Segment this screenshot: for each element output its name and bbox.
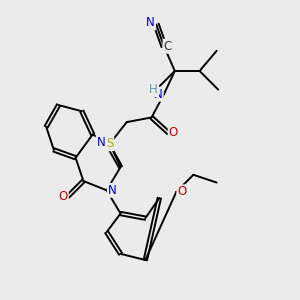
Text: H: H	[149, 83, 158, 96]
Text: O: O	[169, 127, 178, 140]
Text: N: N	[154, 88, 163, 101]
Text: C: C	[164, 40, 172, 53]
Text: N: N	[97, 136, 105, 149]
Text: O: O	[177, 185, 187, 198]
Text: N: N	[146, 16, 155, 29]
Text: S: S	[106, 137, 113, 150]
Text: N: N	[108, 184, 117, 197]
Text: O: O	[58, 190, 68, 203]
